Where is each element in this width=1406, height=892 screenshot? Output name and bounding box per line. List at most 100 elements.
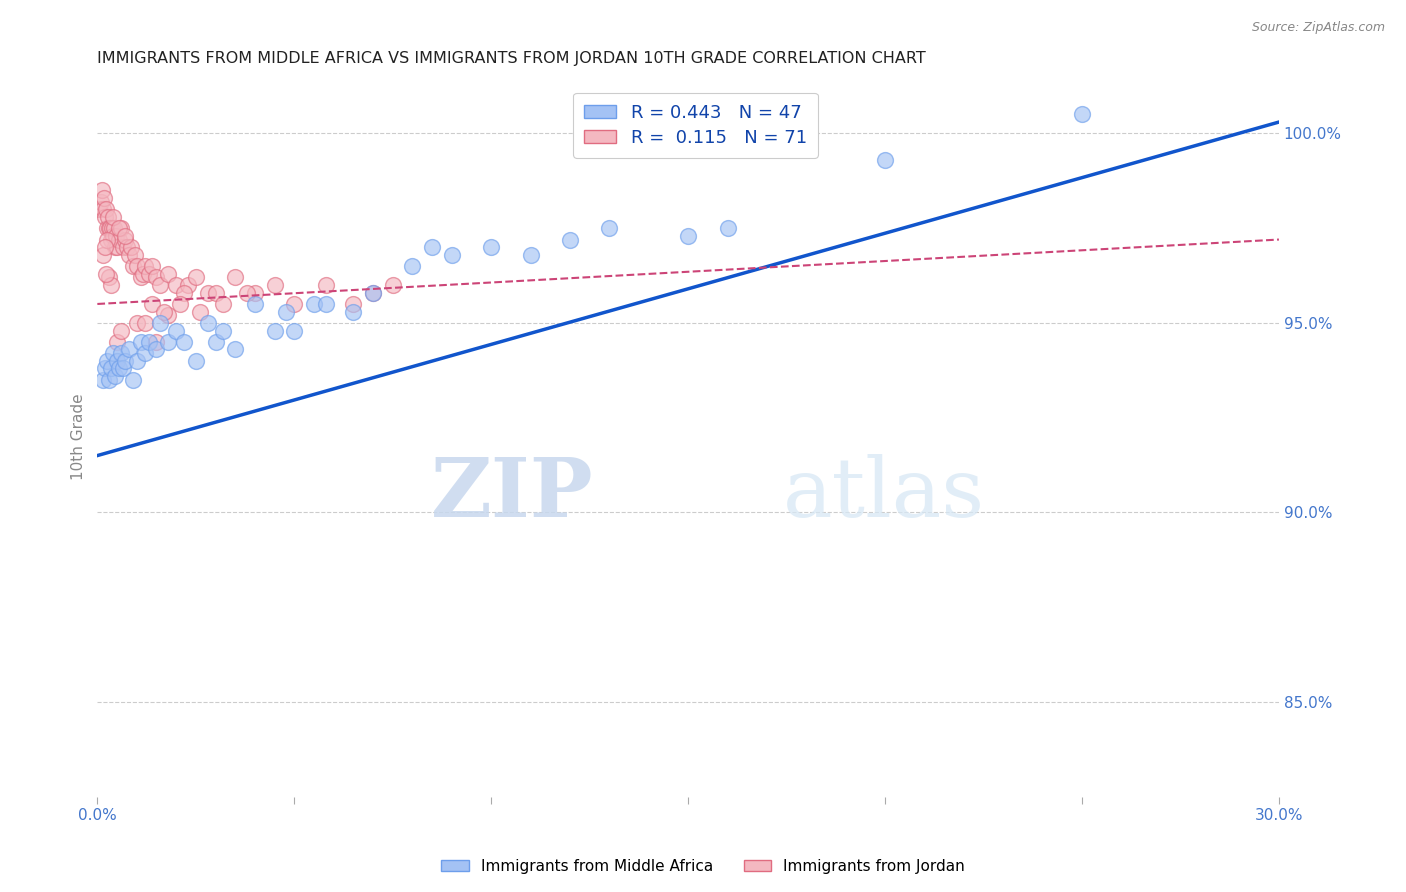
Point (173, 285, 195, 300)
Point (302, 297, 325, 311)
Point (138, 267, 160, 281)
Point (114, 233, 136, 247)
Point (188, 304, 211, 318)
Point (165, 278, 187, 293)
Y-axis label: 10th Grade: 10th Grade (72, 393, 86, 480)
Point (121, 259, 143, 273)
Point (104, 369, 127, 384)
Point (101, 228, 124, 243)
Point (149, 278, 172, 293)
Point (118, 343, 141, 357)
Point (212, 297, 235, 311)
Point (519, 248, 541, 262)
Point (134, 346, 156, 360)
Point (93, 191, 115, 205)
Point (1071, 107, 1094, 121)
Point (91, 248, 114, 262)
Point (104, 240, 127, 254)
Point (479, 240, 502, 254)
Point (138, 334, 160, 349)
Point (145, 343, 167, 357)
Legend: R = 0.443   N = 47, R =  0.115   N = 71: R = 0.443 N = 47, R = 0.115 N = 71 (574, 93, 818, 158)
Point (276, 304, 298, 318)
Point (96, 233, 118, 247)
Point (204, 285, 226, 300)
Point (108, 233, 131, 247)
Point (124, 248, 146, 262)
Point (342, 304, 364, 318)
Point (315, 278, 337, 293)
Point (94, 202, 117, 217)
Legend: Immigrants from Middle Africa, Immigrants from Jordan: Immigrants from Middle Africa, Immigrant… (434, 853, 972, 880)
Point (111, 361, 134, 376)
Point (420, 240, 443, 254)
Point (716, 221, 738, 235)
Point (111, 240, 134, 254)
Point (131, 267, 153, 281)
Point (184, 354, 207, 368)
Point (125, 259, 148, 273)
Point (96, 221, 118, 235)
Point (100, 361, 122, 376)
Point (361, 285, 384, 300)
Point (145, 334, 167, 349)
Point (243, 297, 266, 311)
Point (236, 285, 259, 300)
Point (120, 240, 142, 254)
Point (101, 221, 124, 235)
Point (283, 297, 305, 311)
Point (121, 373, 143, 387)
Point (125, 316, 148, 330)
Point (110, 324, 132, 338)
Point (134, 259, 156, 273)
Point (157, 309, 180, 323)
Point (94, 361, 117, 376)
Point (98, 270, 121, 285)
Point (105, 354, 128, 368)
Point (100, 278, 122, 293)
Text: IMMIGRANTS FROM MIDDLE AFRICA VS IMMIGRANTS FROM JORDAN 10TH GRADE CORRELATION C: IMMIGRANTS FROM MIDDLE AFRICA VS IMMIGRA… (97, 51, 927, 66)
Point (101, 210, 124, 224)
Point (184, 270, 207, 285)
Point (212, 324, 235, 338)
Point (401, 259, 423, 273)
Point (676, 228, 699, 243)
Point (558, 233, 581, 247)
Point (381, 278, 404, 293)
Point (118, 248, 141, 262)
Point (157, 334, 180, 349)
Point (101, 346, 124, 360)
Point (129, 270, 152, 285)
Point (115, 240, 138, 254)
Point (114, 228, 136, 243)
Point (110, 221, 132, 235)
Point (173, 334, 195, 349)
Point (283, 324, 305, 338)
Point (134, 316, 156, 330)
Point (197, 285, 219, 300)
Point (94, 240, 117, 254)
Point (224, 343, 246, 357)
Point (90, 194, 112, 209)
Point (204, 334, 226, 349)
Point (98, 373, 121, 387)
Point (114, 354, 136, 368)
Point (361, 285, 384, 300)
Point (177, 278, 200, 293)
Point (110, 346, 132, 360)
Point (103, 221, 125, 235)
Point (105, 334, 128, 349)
Point (315, 297, 337, 311)
Point (873, 153, 896, 167)
Point (129, 334, 152, 349)
Point (141, 297, 163, 311)
Point (91, 183, 114, 197)
Point (263, 278, 285, 293)
Point (145, 270, 167, 285)
Point (94, 267, 117, 281)
Point (165, 324, 187, 338)
Point (169, 297, 191, 311)
Point (108, 221, 131, 235)
Point (125, 354, 148, 368)
Text: Source: ZipAtlas.com: Source: ZipAtlas.com (1251, 21, 1385, 34)
